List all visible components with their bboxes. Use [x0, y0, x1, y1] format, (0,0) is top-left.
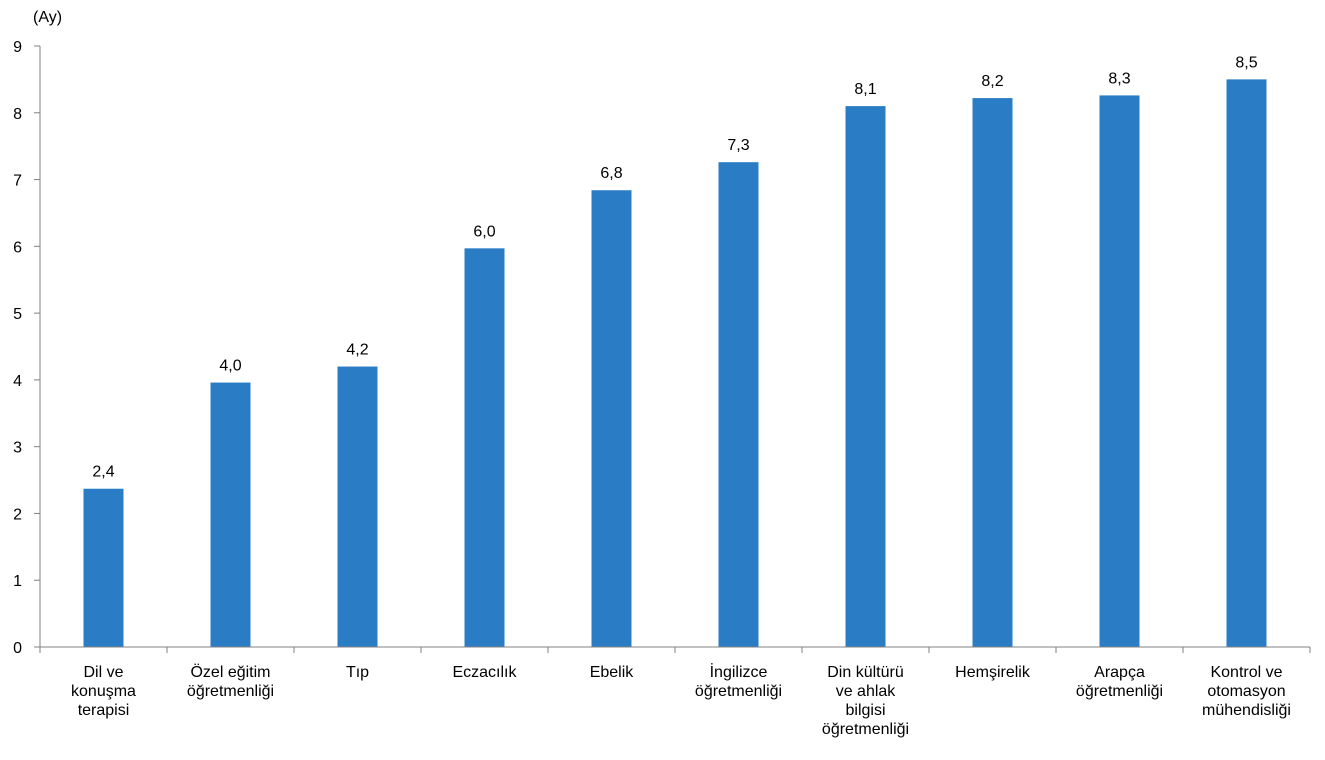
x-category-label-line: Dil ve: [83, 664, 123, 681]
x-category-label: Arapça öğretmenliği: [1076, 664, 1163, 700]
data-label: 2,4: [92, 464, 114, 481]
x-category-label-line: mühendisliği: [1202, 702, 1291, 719]
x-category-label: Hemşirelik: [955, 664, 1031, 681]
data-label: 8,3: [1108, 70, 1130, 87]
x-category-label: Özel eğitim öğretmenliği: [187, 663, 274, 700]
x-category-label-line: bilgisi: [845, 702, 885, 719]
x-category-label: Dil ve konuşma terapisi: [71, 664, 136, 719]
bar: [591, 190, 632, 648]
y-tick-label: 1: [13, 573, 22, 590]
bar: [337, 366, 378, 647]
y-tick-label: 7: [13, 173, 22, 190]
data-label: 8,1: [854, 81, 876, 98]
x-category-label: Tıp: [346, 664, 369, 681]
x-category-label-line: terapisi: [78, 702, 130, 719]
data-labels-group: 2,4 4,0 4,2 6,0 6,8 7,3 8,1 8,2 8,3 8,5: [92, 54, 1257, 480]
data-label: 7,3: [727, 137, 749, 154]
x-category-label-line: Eczacılık: [452, 664, 517, 681]
bar: [464, 248, 505, 647]
data-label: 4,0: [219, 358, 241, 375]
x-category-label-line: ve ahlak: [836, 683, 897, 700]
x-category-label: Kontrol ve otomasyon mühendisliği: [1202, 664, 1291, 719]
y-tick-label: 9: [13, 39, 22, 56]
y-axis: 0 1 2 3 4 5 6 7 8 9: [13, 39, 40, 657]
data-label: 4,2: [346, 342, 368, 359]
y-tick-label: 3: [13, 440, 22, 457]
bar: [972, 98, 1013, 647]
x-axis: Dil ve konuşma terapisi Özel eğitim öğretmen…: [39, 647, 1311, 738]
y-tick-label: 0: [13, 640, 22, 657]
y-axis-unit-label: (Ay): [33, 9, 62, 26]
bar: [1226, 79, 1267, 647]
x-category-label-line: öğretmenliği: [695, 683, 782, 700]
y-tick-label: 5: [13, 306, 22, 323]
x-category-label-line: otomasyon: [1207, 683, 1285, 700]
x-category-label-line: Arapça: [1094, 664, 1145, 681]
data-label: 8,5: [1235, 54, 1257, 71]
x-category-label-line: İngilizce: [710, 662, 768, 681]
x-category-label-line: konuşma: [71, 683, 136, 700]
x-category-label-line: Hemşirelik: [955, 664, 1031, 681]
x-category-label-line: Özel eğitim: [190, 663, 270, 681]
x-category-label: Ebelik: [590, 664, 635, 681]
bar: [83, 488, 124, 647]
x-category-label-line: Kontrol ve: [1210, 664, 1282, 681]
y-tick-label: 4: [13, 373, 22, 390]
y-tick-label: 2: [13, 506, 22, 523]
bar: [718, 162, 759, 647]
x-category-label-line: Din kültürü: [827, 664, 903, 681]
data-label: 6,0: [473, 223, 495, 240]
x-category-label-line: öğretmenliği: [1076, 683, 1163, 700]
bars-group: [83, 79, 1267, 648]
y-tick-label: 6: [13, 239, 22, 256]
x-category-label: Eczacılık: [452, 664, 517, 681]
x-category-label-line: Ebelik: [590, 664, 635, 681]
x-category-label: İngilizce öğretmenliği: [695, 662, 782, 700]
bar: [210, 382, 251, 647]
data-label: 6,8: [600, 165, 622, 182]
x-category-label-line: öğretmenliği: [822, 721, 909, 738]
y-tick-label: 8: [13, 106, 22, 123]
bar: [845, 106, 886, 648]
data-label: 8,2: [981, 73, 1003, 90]
x-category-label: Din kültürü ve ahlak bilgisi öğretmenliği: [822, 664, 909, 738]
x-category-label-line: Tıp: [346, 664, 369, 681]
bar: [1099, 95, 1140, 648]
x-category-label-line: öğretmenliği: [187, 683, 274, 700]
